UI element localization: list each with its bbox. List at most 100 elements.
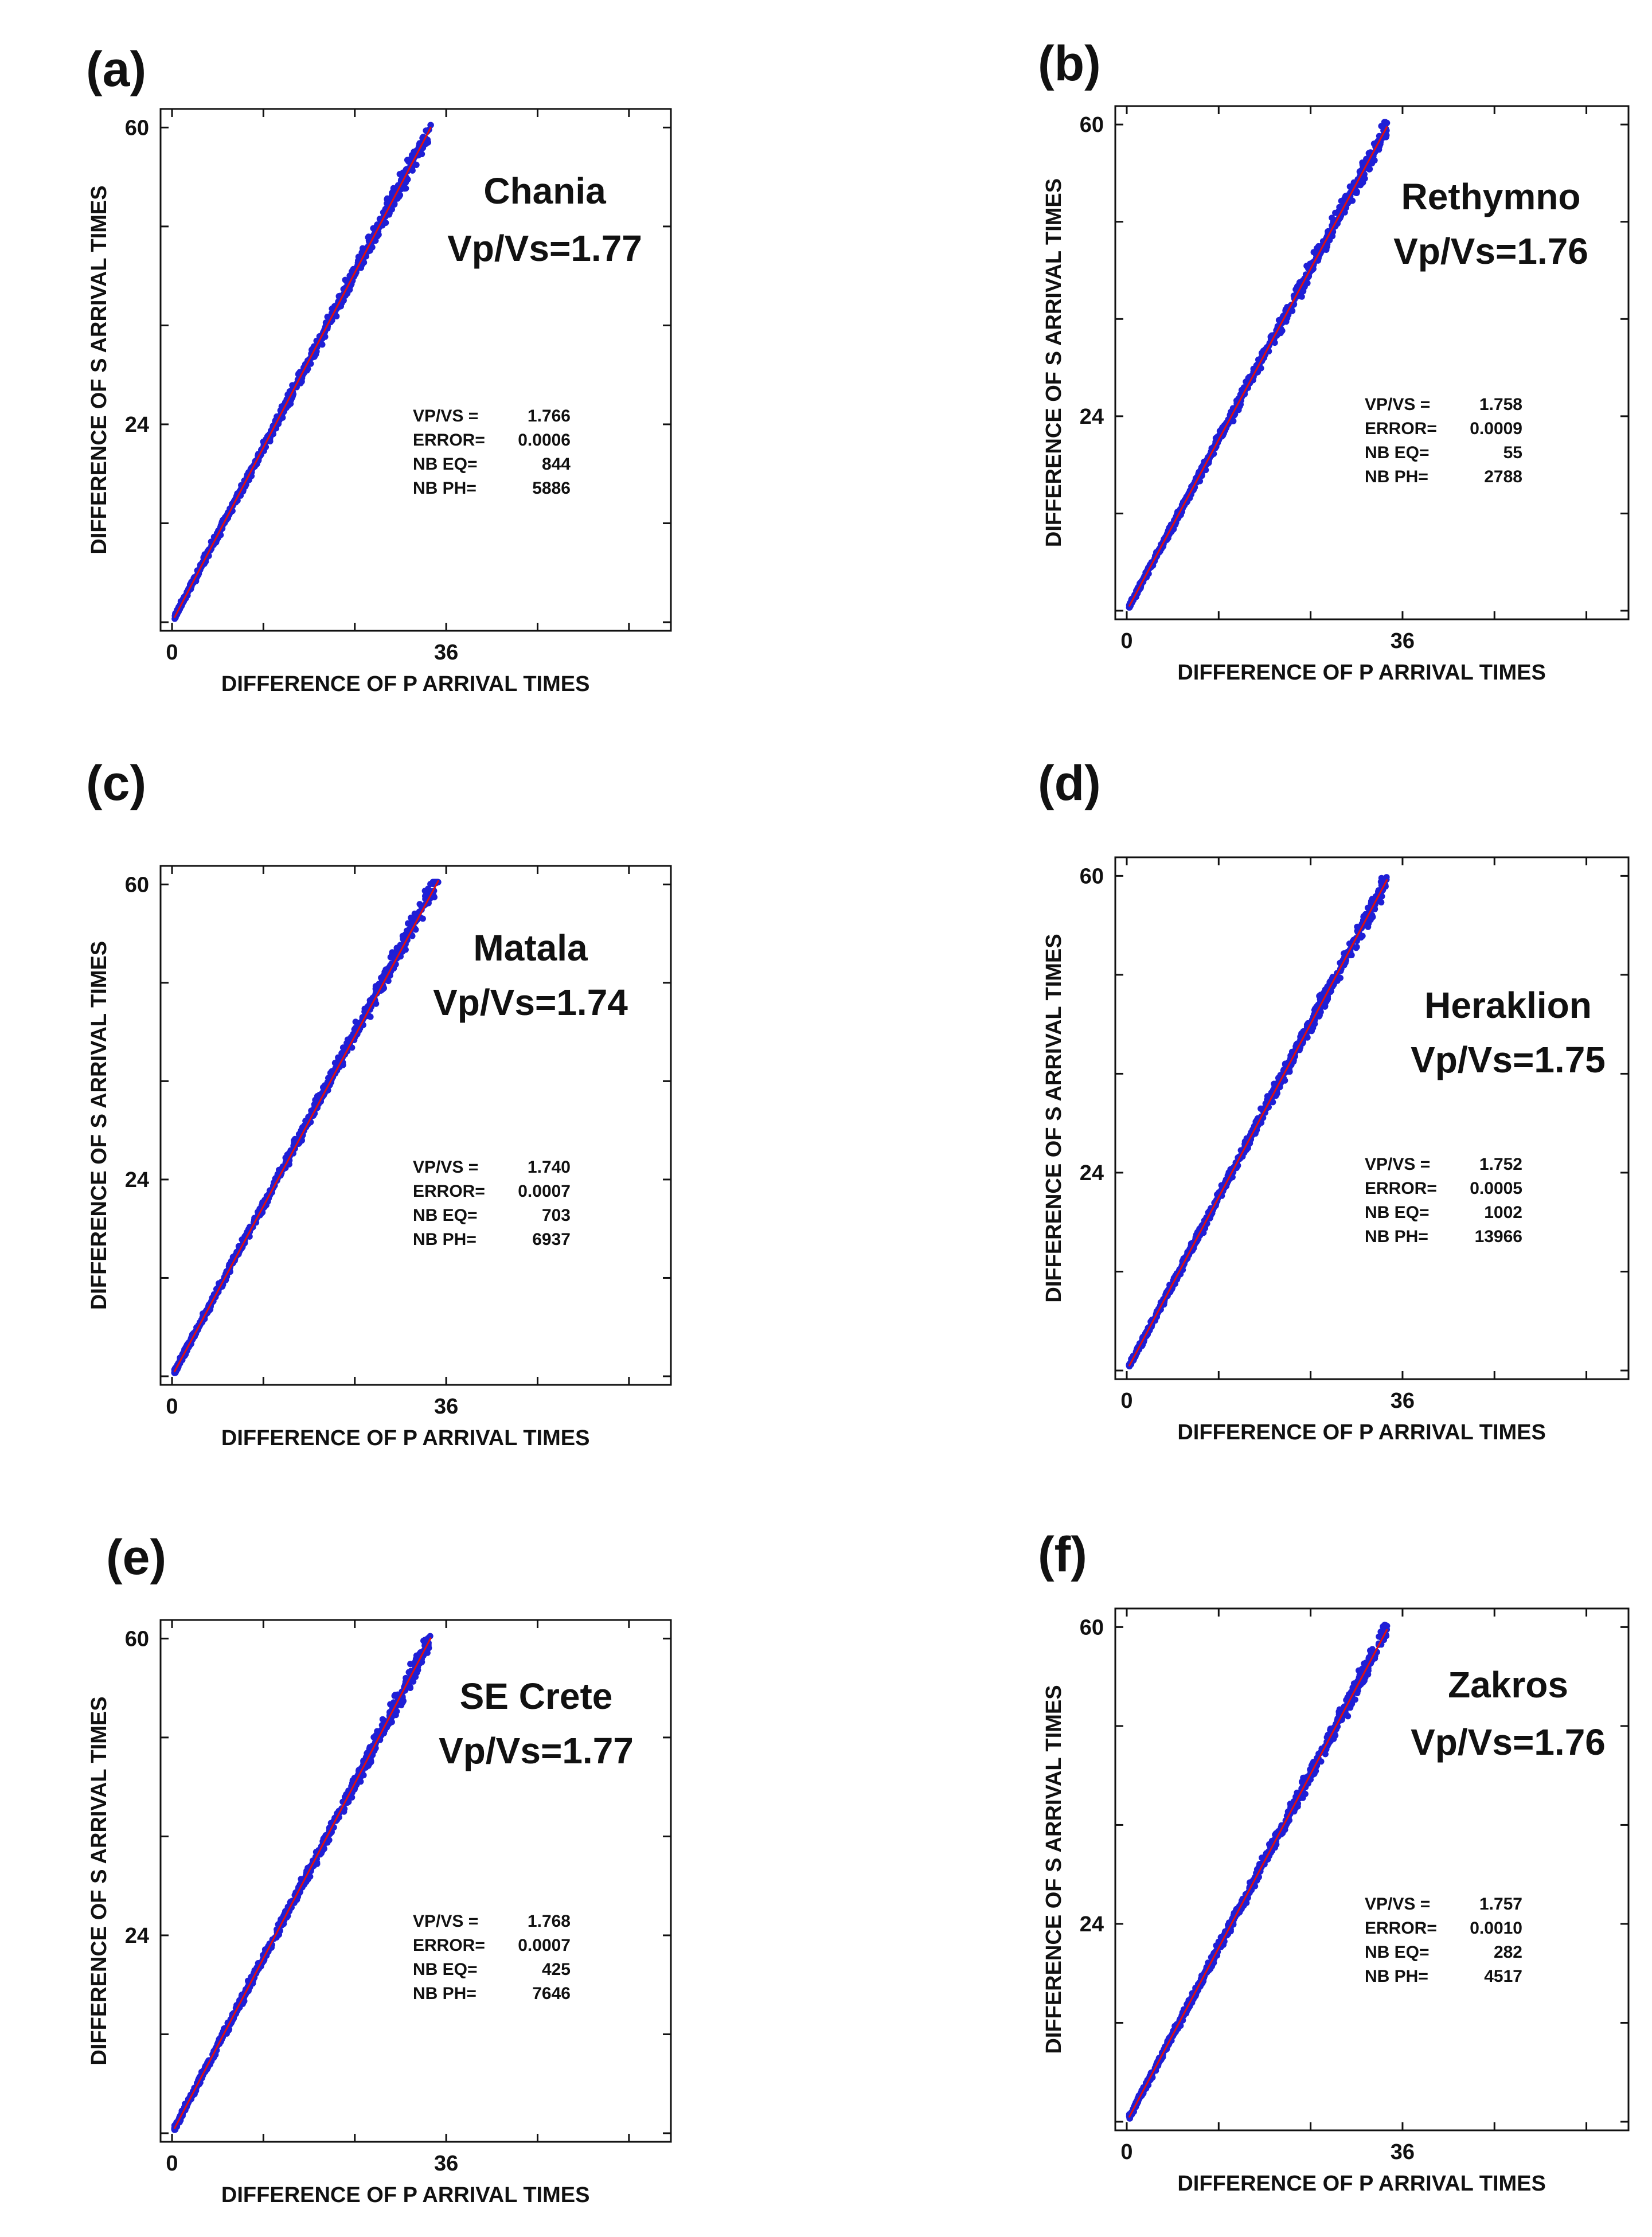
scatter-point bbox=[324, 314, 331, 320]
site-name: Rethymno bbox=[1401, 176, 1581, 217]
x-tick-label: 36 bbox=[434, 1395, 458, 1419]
stat-label: NB PH= bbox=[1365, 1227, 1428, 1246]
plot-frame bbox=[159, 108, 672, 632]
stat-label: ERROR= bbox=[413, 431, 485, 450]
vpvs-headline: Vp/Vs=1.77 bbox=[447, 228, 642, 269]
scatter-point bbox=[379, 1716, 386, 1723]
scatter-point bbox=[1378, 123, 1385, 130]
scatter-point bbox=[1365, 150, 1372, 157]
scatter-point bbox=[1384, 119, 1391, 126]
y-axis-title: DIFFERENCE OF S ARRIVAL TIMES bbox=[1042, 1685, 1066, 2053]
tick-marks bbox=[161, 109, 671, 631]
x-axis-title: DIFFERENCE OF P ARRIVAL TIMES bbox=[1177, 661, 1546, 685]
tick-marks bbox=[161, 866, 671, 1385]
stat-label: VP/VS = bbox=[413, 1912, 478, 1931]
scatter-point bbox=[380, 973, 386, 979]
stat-label: ERROR= bbox=[413, 1936, 485, 1955]
stat-label: NB EQ= bbox=[413, 455, 478, 474]
plot-frame bbox=[1114, 105, 1630, 620]
scatter-point bbox=[339, 1044, 346, 1051]
x-tick-label: 36 bbox=[434, 641, 458, 665]
scatter-point bbox=[358, 264, 365, 271]
scatter-point bbox=[368, 1759, 374, 1766]
site-name: Heraklion bbox=[1424, 985, 1592, 1026]
y-axis-title: DIFFERENCE OF S ARRIVAL TIMES bbox=[1042, 934, 1066, 1302]
stat-value: 1.766 bbox=[528, 407, 571, 425]
stat-label: NB PH= bbox=[413, 1984, 477, 2003]
stat-label: VP/VS = bbox=[1365, 395, 1430, 414]
site-name: Chania bbox=[483, 170, 606, 212]
stat-value: 425 bbox=[542, 1960, 571, 1979]
x-tick-label: 36 bbox=[1391, 629, 1415, 653]
y-tick-label: 60 bbox=[1080, 864, 1104, 888]
stat-label: VP/VS = bbox=[413, 1158, 478, 1177]
scatter-point bbox=[1300, 288, 1307, 295]
scatter-point bbox=[387, 1701, 394, 1708]
scatter-point bbox=[419, 915, 426, 922]
stat-value: 844 bbox=[542, 455, 571, 474]
site-name: Matala bbox=[473, 927, 588, 969]
fit-line bbox=[1128, 126, 1388, 607]
stat-label: NB EQ= bbox=[1365, 1203, 1430, 1222]
stat-value: 0.0005 bbox=[1470, 1179, 1522, 1198]
vpvs-headline: Vp/Vs=1.75 bbox=[1411, 1039, 1606, 1080]
stat-value: 1.740 bbox=[528, 1158, 571, 1177]
scatter-point bbox=[408, 914, 415, 921]
stat-value: 1.768 bbox=[528, 1912, 571, 1931]
y-tick-label: 24 bbox=[1080, 1912, 1104, 1937]
stat-value: 0.0007 bbox=[518, 1936, 571, 1955]
panel-label: (c) bbox=[86, 756, 146, 811]
stat-label: ERROR= bbox=[1365, 1179, 1437, 1198]
scatter-point bbox=[411, 910, 418, 917]
y-axis-title: DIFFERENCE OF S ARRIVAL TIMES bbox=[1042, 178, 1066, 547]
scatter-point bbox=[423, 891, 430, 898]
scatter-point bbox=[403, 179, 409, 186]
stat-value: 13966 bbox=[1475, 1227, 1522, 1246]
scatter-point bbox=[351, 1026, 358, 1033]
x-axis-title: DIFFERENCE OF P ARRIVAL TIMES bbox=[1177, 1420, 1546, 1445]
stat-label: NB EQ= bbox=[413, 1960, 478, 1979]
y-tick-label: 24 bbox=[1080, 1161, 1104, 1185]
scatter-point bbox=[399, 932, 406, 939]
stat-label: NB PH= bbox=[413, 1230, 477, 1249]
stat-value: 2788 bbox=[1484, 467, 1522, 486]
stat-value: 0.0006 bbox=[518, 431, 571, 450]
scatter-point bbox=[404, 927, 410, 934]
x-tick-label: 0 bbox=[166, 641, 178, 665]
vpvs-headline: Vp/Vs=1.76 bbox=[1393, 231, 1588, 272]
scatter-point bbox=[1337, 974, 1344, 981]
y-tick-label: 24 bbox=[125, 1924, 149, 1948]
scatter-point bbox=[416, 901, 423, 908]
y-tick-label: 60 bbox=[125, 1627, 149, 1651]
x-tick-label: 0 bbox=[166, 2152, 178, 2176]
stat-value: 703 bbox=[542, 1206, 571, 1225]
stat-label: NB EQ= bbox=[1365, 443, 1430, 462]
x-tick-label: 36 bbox=[434, 2152, 458, 2176]
plot-frame bbox=[159, 865, 672, 1386]
stat-value: 5886 bbox=[532, 479, 571, 498]
stat-value: 6937 bbox=[532, 1230, 571, 1249]
y-axis-title: DIFFERENCE OF S ARRIVAL TIMES bbox=[87, 1696, 111, 2065]
y-tick-label: 24 bbox=[125, 413, 149, 437]
x-axis-title: DIFFERENCE OF P ARRIVAL TIMES bbox=[221, 2183, 590, 2207]
x-tick-label: 0 bbox=[1120, 1389, 1132, 1413]
stat-label: NB PH= bbox=[413, 479, 477, 498]
x-tick-label: 0 bbox=[1120, 629, 1132, 653]
scatter-point bbox=[391, 1692, 398, 1699]
panel-label: (f) bbox=[1038, 1527, 1087, 1582]
y-tick-label: 60 bbox=[1080, 113, 1104, 137]
stat-value: 0.0009 bbox=[1470, 419, 1522, 438]
scatter-point bbox=[295, 370, 302, 377]
panel-label: (a) bbox=[86, 42, 146, 97]
scatter-point bbox=[331, 1060, 338, 1067]
scatter-point bbox=[1383, 132, 1390, 139]
scatter-point bbox=[1359, 159, 1366, 166]
stat-label: VP/VS = bbox=[413, 407, 478, 425]
vpvs-headline: Vp/Vs=1.77 bbox=[439, 1730, 634, 1771]
scatter-point bbox=[421, 1637, 428, 1643]
